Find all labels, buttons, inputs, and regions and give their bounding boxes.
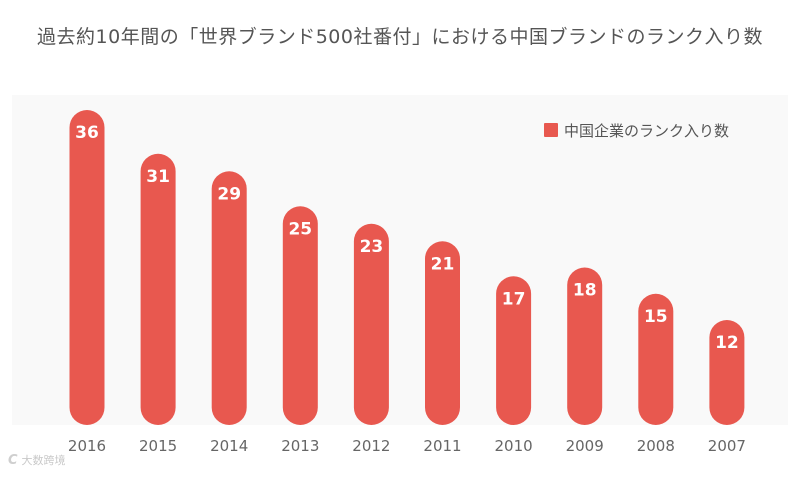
value-label-2014: 29 xyxy=(217,184,241,204)
bar-2013 xyxy=(282,206,318,425)
bars-group xyxy=(69,110,745,425)
watermark-logo-icon: C xyxy=(8,452,18,468)
bar-2016 xyxy=(69,110,105,425)
value-label-2015: 31 xyxy=(146,167,170,187)
watermark-text: 大数跨境 xyxy=(21,454,66,467)
x-tick-label-2009: 2009 xyxy=(566,437,604,455)
x-tick-label-2014: 2014 xyxy=(210,437,248,455)
value-label-2008: 15 xyxy=(644,307,668,327)
x-tick-label-2015: 2015 xyxy=(139,437,177,455)
x-tick-label-2012: 2012 xyxy=(352,437,390,455)
x-tick-label-2016: 2016 xyxy=(68,437,106,455)
value-label-2009: 18 xyxy=(573,281,597,301)
value-label-2016: 36 xyxy=(75,123,99,143)
bar-2015 xyxy=(140,153,176,425)
x-tick-label-2013: 2013 xyxy=(281,437,319,455)
value-label-2011: 21 xyxy=(431,254,455,274)
value-label-2013: 25 xyxy=(288,219,312,239)
value-label-2012: 23 xyxy=(360,237,384,257)
value-label-2007: 12 xyxy=(715,333,739,353)
x-tick-label-2010: 2010 xyxy=(495,437,533,455)
chart-title: 過去約10年間の「世界ブランド500社番付」における中国ブランドのランク入り数 xyxy=(37,26,763,48)
legend: 中国企業のランク入り数 xyxy=(544,122,729,140)
value-labels-group: 36 31 29 25 23 21 17 18 15 12 xyxy=(75,123,739,353)
watermark: C 大数跨境 xyxy=(8,452,66,468)
bar-2010 xyxy=(496,276,532,425)
legend-swatch xyxy=(544,123,558,137)
value-label-2010: 17 xyxy=(502,289,526,309)
x-tick-labels-group: 2016 2015 2014 2013 2012 2011 2010 2009 2008 2007 xyxy=(68,437,746,455)
bar-2007 xyxy=(709,320,745,425)
bar-2008 xyxy=(638,293,674,425)
bar-2009 xyxy=(567,267,603,425)
bar-2012 xyxy=(353,223,389,425)
bar-2014 xyxy=(211,171,247,425)
x-tick-label-2007: 2007 xyxy=(708,437,746,455)
bar-2011 xyxy=(425,241,460,425)
x-tick-label-2008: 2008 xyxy=(637,437,675,455)
legend-label: 中国企業のランク入り数 xyxy=(564,122,729,140)
x-tick-label-2011: 2011 xyxy=(423,437,461,455)
